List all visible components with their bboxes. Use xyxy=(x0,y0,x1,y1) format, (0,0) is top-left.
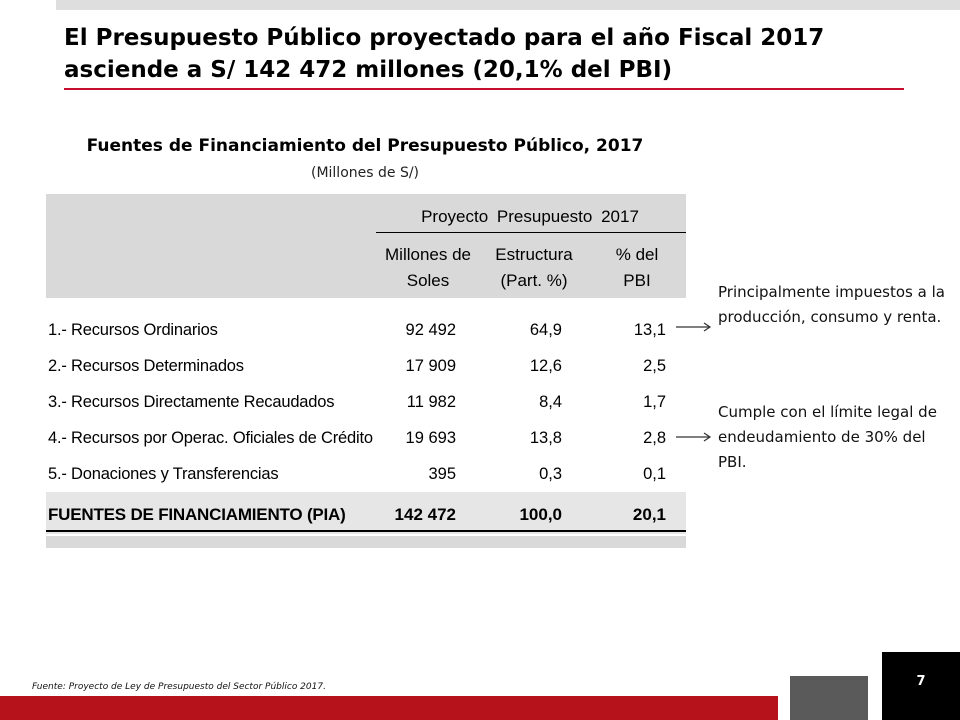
row-label: 2.- Recursos Determinados xyxy=(48,357,244,375)
table-row: 1.- Recursos Ordinarios 92 492 64,9 13,1 xyxy=(46,318,686,342)
row-label: 4.- Recursos por Operac. Oficiales de Cr… xyxy=(48,429,373,447)
total-label: FUENTES DE FINANCIAMIENTO (PIA) xyxy=(48,505,346,524)
cell-estructura: 0,3 xyxy=(539,465,562,483)
row-label: 5.- Donaciones y Transferencias xyxy=(48,465,279,483)
arrow-right-icon xyxy=(676,322,712,332)
table-title: Fuentes de Financiamiento del Presupuest… xyxy=(86,136,644,156)
column-header-line: (Part. %) xyxy=(500,271,568,290)
footer-red-band xyxy=(0,696,778,720)
cell-millones: 17 909 xyxy=(405,357,456,375)
title-underline xyxy=(64,88,904,90)
group-header: Proyecto Presupuesto 2017 xyxy=(421,207,639,226)
arrow-right-icon xyxy=(676,432,712,442)
table-row: 4.- Recursos por Operac. Oficiales de Cr… xyxy=(46,426,686,450)
cell-pbi: 2,5 xyxy=(643,357,666,375)
cell-pbi: 13,1 xyxy=(633,321,666,339)
cell-pbi: 0,1 xyxy=(643,465,666,483)
column-header-line: Estructura xyxy=(495,245,573,264)
column-header-line: % del xyxy=(615,245,659,264)
table-header xyxy=(46,194,686,298)
total-estructura: 100,0 xyxy=(519,505,562,524)
cell-millones: 92 492 xyxy=(405,321,456,339)
column-header-estructura: Estructura (Part. %) xyxy=(484,242,584,294)
total-millones: 142 472 xyxy=(394,505,456,524)
cell-millones: 11 982 xyxy=(406,393,456,411)
cell-estructura: 8,4 xyxy=(539,393,562,411)
table-row: 3.- Recursos Directamente Recaudados 11 … xyxy=(46,390,686,414)
row-label: 3.- Recursos Directamente Recaudados xyxy=(48,393,335,411)
table-subtitle: (Millones de S/) xyxy=(310,165,420,181)
column-header-line: PBI xyxy=(623,271,651,290)
note-ordinary-resources: Principalmente impuestos a la producción… xyxy=(718,283,945,326)
top-stripe xyxy=(56,0,960,10)
footer-gray-block xyxy=(790,676,868,720)
cell-estructura: 13,8 xyxy=(529,429,562,447)
note-debt-limit: Cumple con el límite legal de endeudamie… xyxy=(718,403,937,471)
cell-millones: 19 693 xyxy=(405,429,456,447)
row-label: 1.- Recursos Ordinarios xyxy=(48,321,218,339)
page-number: 7 xyxy=(916,674,926,689)
source-note: Fuente: Proyecto de Ley de Presupuesto d… xyxy=(32,682,326,692)
table-footer-band xyxy=(46,536,686,548)
column-header-pbi: % del PBI xyxy=(592,242,682,294)
table-row: 5.- Donaciones y Transferencias 395 0,3 … xyxy=(46,462,686,486)
column-header-line: Soles xyxy=(406,271,450,290)
total-underline xyxy=(46,530,686,532)
total-row: FUENTES DE FINANCIAMIENTO (PIA) 142 472 … xyxy=(46,502,686,528)
column-header-millones: Millones de Soles xyxy=(376,242,480,294)
total-pbi: 20,1 xyxy=(632,505,666,524)
cell-pbi: 1,7 xyxy=(643,393,666,411)
cell-millones: 395 xyxy=(428,465,456,483)
cell-pbi: 2,8 xyxy=(643,429,666,447)
column-header-line: Millones de xyxy=(385,245,471,264)
page-number-box: 7 xyxy=(882,652,960,720)
cell-estructura: 12,6 xyxy=(529,357,562,375)
slide-title: El Presupuesto Público proyectado para e… xyxy=(64,25,825,83)
cell-estructura: 64,9 xyxy=(529,321,562,339)
total-band xyxy=(46,492,686,534)
footer-gap xyxy=(778,696,790,720)
group-header-rule xyxy=(376,232,686,233)
table-row: 2.- Recursos Determinados 17 909 12,6 2,… xyxy=(46,354,686,378)
